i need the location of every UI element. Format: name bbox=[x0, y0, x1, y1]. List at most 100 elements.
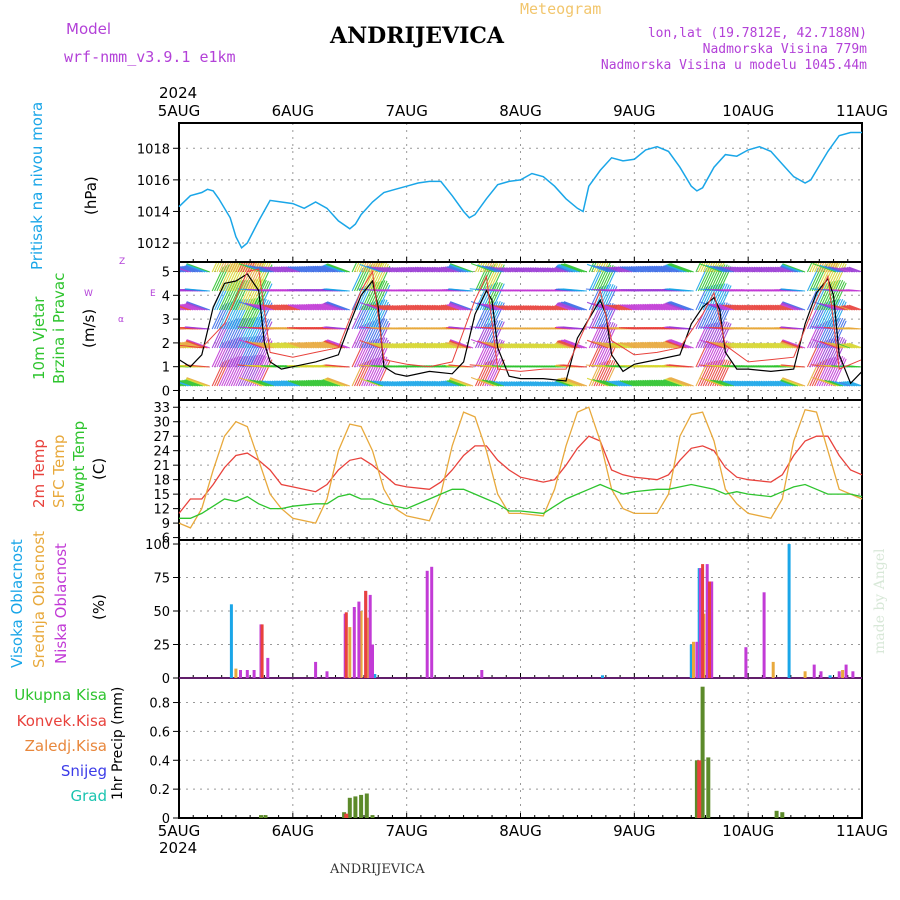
wind-arrow bbox=[372, 262, 388, 292]
wind-arrow bbox=[705, 302, 725, 311]
wind-arrow bbox=[700, 339, 723, 349]
wind-arrow bbox=[646, 341, 663, 349]
wind-arrow bbox=[353, 342, 367, 368]
wind-arrow bbox=[746, 304, 761, 311]
wind-arrow bbox=[386, 380, 400, 387]
wind-arrow bbox=[655, 303, 673, 311]
wind-arrow bbox=[758, 380, 773, 387]
y-tick-label: 0 bbox=[162, 812, 170, 827]
wind-arrow bbox=[844, 305, 858, 311]
wind-arrow bbox=[401, 266, 414, 273]
wind-arrow bbox=[391, 304, 405, 311]
panel-frame bbox=[178, 261, 863, 401]
wind-arrow bbox=[660, 265, 678, 273]
wind-arrow bbox=[223, 356, 239, 387]
wind-arrow bbox=[814, 359, 828, 387]
wind-arrow bbox=[316, 341, 334, 349]
wind-arrow bbox=[522, 343, 535, 349]
wind-arrow bbox=[774, 266, 789, 273]
wind-arrow bbox=[238, 339, 263, 349]
wind-arrow bbox=[780, 379, 799, 387]
wind-arrow bbox=[442, 380, 457, 387]
wind-arrow bbox=[586, 263, 609, 273]
wind-arrow bbox=[327, 377, 350, 387]
wind-arrow bbox=[644, 265, 661, 273]
wind-arrow bbox=[410, 304, 424, 311]
wind-arrow bbox=[767, 380, 782, 387]
wind-arrow bbox=[264, 304, 279, 311]
wind-arrow bbox=[316, 379, 334, 387]
wind-arrow bbox=[534, 305, 547, 311]
wind-arrow bbox=[179, 304, 194, 311]
wind-arrow bbox=[651, 379, 668, 387]
wind-arrow bbox=[814, 264, 828, 292]
wind-arrow bbox=[556, 340, 576, 349]
wind-arrow bbox=[384, 342, 398, 349]
wind-arrow bbox=[289, 304, 305, 311]
day-label-top: 9AUG bbox=[613, 102, 655, 120]
wind-arrow bbox=[319, 341, 336, 349]
wind-arrow bbox=[407, 380, 422, 387]
wind-arrow bbox=[732, 304, 746, 311]
wind-arrow bbox=[624, 304, 640, 311]
wind-arrow bbox=[492, 304, 507, 311]
wind-arrow bbox=[444, 380, 460, 387]
panel-cloud_cover: 0 25 50 75 100 bbox=[145, 538, 863, 687]
wind-arrow bbox=[748, 304, 763, 311]
wind-arrow bbox=[559, 263, 580, 273]
wind-arrow bbox=[665, 302, 685, 311]
wind-arrow bbox=[448, 364, 474, 368]
wind-arrow bbox=[396, 380, 410, 387]
wind-arrow bbox=[407, 304, 422, 311]
wind-arrow bbox=[746, 342, 761, 349]
wind-arrow bbox=[228, 262, 243, 292]
wind-arrow bbox=[811, 262, 818, 273]
y-tick-label: 0 bbox=[162, 384, 170, 399]
wind-arrow bbox=[664, 265, 682, 273]
y-tick-label: 100 bbox=[145, 538, 170, 553]
wind-arrow bbox=[655, 265, 673, 273]
wind-arrow bbox=[835, 381, 848, 387]
wind-arrow bbox=[562, 263, 585, 273]
wind-arrow bbox=[358, 321, 372, 349]
wind-arrow bbox=[770, 342, 784, 349]
wind-arrow bbox=[218, 301, 233, 330]
wind-arrow bbox=[527, 305, 540, 311]
wind-arrow bbox=[225, 299, 241, 330]
wind-arrow bbox=[431, 342, 445, 349]
wind-arrow bbox=[324, 302, 346, 311]
wind-arrow bbox=[781, 340, 801, 349]
wind-arrow bbox=[185, 341, 203, 349]
wind-arrow bbox=[448, 303, 464, 311]
wind-arrow bbox=[588, 286, 601, 311]
wind-arrow bbox=[351, 324, 364, 349]
wind-arrow bbox=[719, 266, 735, 273]
wind-arrow bbox=[274, 380, 289, 387]
wind-arrow bbox=[664, 303, 682, 311]
wind-arrow bbox=[753, 380, 768, 387]
wind-arrow bbox=[438, 380, 452, 387]
wind-arrow bbox=[697, 343, 710, 368]
wind-arrow bbox=[846, 380, 860, 387]
wind-arrow bbox=[179, 309, 180, 310]
wind-arrow bbox=[640, 341, 656, 349]
wind-arrow bbox=[496, 342, 509, 349]
wind-arrow bbox=[186, 339, 211, 349]
wind-arrow bbox=[389, 266, 403, 273]
wind-arrow bbox=[546, 267, 559, 273]
wind-arrow bbox=[351, 343, 364, 368]
wind-arrow bbox=[828, 262, 835, 273]
wind-arrow bbox=[179, 306, 187, 311]
wind-arrow bbox=[542, 305, 554, 311]
wind-arrow bbox=[844, 343, 858, 349]
wind-arrow bbox=[753, 266, 768, 273]
wind-arrow bbox=[269, 342, 284, 349]
wind-arrow bbox=[240, 317, 256, 349]
wind-arrow bbox=[503, 267, 516, 273]
y-tick-label: 1016 bbox=[137, 174, 170, 189]
wind-arrow bbox=[666, 378, 687, 387]
wind-arrow bbox=[289, 380, 305, 387]
wind-arrow bbox=[633, 341, 649, 349]
wind-arrow bbox=[237, 262, 244, 273]
y-tick-label: 25 bbox=[153, 639, 170, 654]
